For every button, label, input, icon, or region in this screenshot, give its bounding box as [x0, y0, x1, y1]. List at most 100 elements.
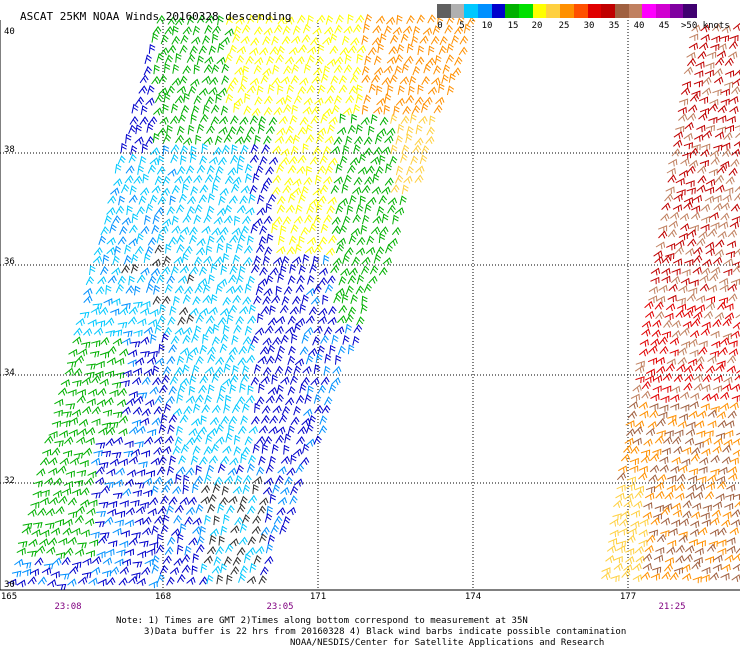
wind-barb	[695, 355, 705, 365]
wind-barb	[132, 406, 143, 415]
wind-barb	[215, 165, 224, 176]
wind-barb	[166, 275, 175, 285]
wind-barb	[272, 145, 282, 154]
wind-barb	[242, 403, 250, 413]
wind-barb	[701, 384, 711, 392]
wind-barb	[656, 430, 666, 438]
wind-barb	[718, 346, 728, 356]
wind-barb	[189, 152, 197, 163]
wind-barb	[686, 165, 696, 174]
wind-barb	[702, 76, 712, 85]
wind-barb	[330, 264, 340, 274]
wind-barb	[211, 25, 221, 34]
wind-barb	[77, 428, 88, 437]
wind-barb	[217, 316, 227, 326]
legend-label: 45	[658, 21, 670, 31]
wind-barb	[82, 447, 93, 456]
wind-barb	[299, 383, 307, 394]
wind-barb	[323, 176, 333, 185]
wind-barb	[253, 554, 262, 565]
wind-barb	[713, 68, 723, 77]
wind-barb	[167, 316, 176, 326]
wind-barb	[336, 126, 347, 135]
wind-barb	[676, 303, 687, 312]
wind-barb	[644, 492, 655, 501]
wind-barb	[613, 555, 623, 564]
wind-barb	[209, 528, 219, 537]
wind-barb	[644, 300, 654, 309]
wind-barb	[342, 145, 350, 155]
lat-label-36: 36	[4, 257, 15, 267]
wind-barb	[680, 277, 690, 286]
wind-barb	[67, 389, 77, 397]
wind-barb	[719, 337, 730, 346]
wind-barb	[678, 98, 689, 106]
wind-barb	[95, 477, 105, 486]
wind-barb	[718, 297, 729, 305]
wind-barb	[691, 24, 701, 33]
wind-barb	[39, 457, 50, 466]
wind-barb	[711, 509, 722, 518]
wind-barb	[85, 427, 96, 436]
wind-barb	[267, 534, 276, 545]
wind-barb	[410, 113, 417, 124]
wind-barb	[192, 517, 202, 526]
wind-barb	[357, 166, 368, 175]
wind-barb	[642, 553, 653, 562]
wind-barb	[218, 535, 225, 546]
wind-barb	[365, 165, 375, 174]
wind-barb	[91, 556, 102, 565]
wind-barb	[241, 364, 250, 375]
wind-barb	[329, 344, 336, 355]
wind-barb	[318, 425, 328, 435]
wind-barb	[162, 103, 169, 114]
wind-barb	[714, 174, 725, 183]
wind-barb	[322, 294, 329, 305]
wind-barb	[188, 537, 198, 546]
wind-barb	[729, 457, 739, 465]
wind-barb	[302, 365, 312, 374]
wind-barb	[652, 319, 662, 328]
wind-barb	[138, 461, 148, 468]
wind-barb	[230, 525, 240, 534]
wind-barb	[254, 56, 264, 65]
wind-barb	[218, 126, 228, 135]
wind-barb	[353, 176, 363, 186]
wind-barb	[688, 42, 699, 51]
wind-barb	[345, 323, 352, 334]
wind-barb	[303, 63, 311, 74]
wind-barb	[179, 75, 188, 85]
wind-barb	[98, 501, 109, 509]
wind-barb	[40, 489, 50, 497]
wind-barb	[451, 34, 459, 45]
wind-barb	[192, 553, 200, 564]
wind-barb	[717, 301, 727, 310]
wind-barb	[98, 235, 107, 245]
wind-barb	[718, 466, 728, 475]
wind-barb	[650, 267, 661, 276]
wind-barb	[312, 336, 321, 346]
wind-barb	[145, 136, 155, 145]
wind-barb	[680, 341, 690, 349]
wind-barb	[728, 293, 738, 302]
wind-barb	[215, 436, 225, 445]
wind-barb	[251, 107, 261, 116]
wind-barb	[83, 295, 93, 304]
wind-barb	[195, 134, 202, 145]
wind-barb	[139, 540, 149, 548]
wind-barb	[261, 405, 271, 414]
wind-barb	[82, 405, 92, 414]
wind-barb	[661, 202, 671, 211]
wind-barb	[293, 215, 303, 224]
wind-barb	[285, 204, 295, 213]
wind-barb	[291, 64, 300, 74]
wind-barb	[710, 454, 720, 463]
wind-barb	[250, 37, 260, 46]
wind-barb	[239, 523, 248, 533]
wind-barb	[276, 127, 286, 136]
wind-barb	[112, 255, 120, 266]
wind-barb	[300, 376, 310, 386]
wind-barb	[338, 224, 348, 235]
wind-barb	[182, 214, 192, 223]
wind-barb	[382, 257, 392, 266]
